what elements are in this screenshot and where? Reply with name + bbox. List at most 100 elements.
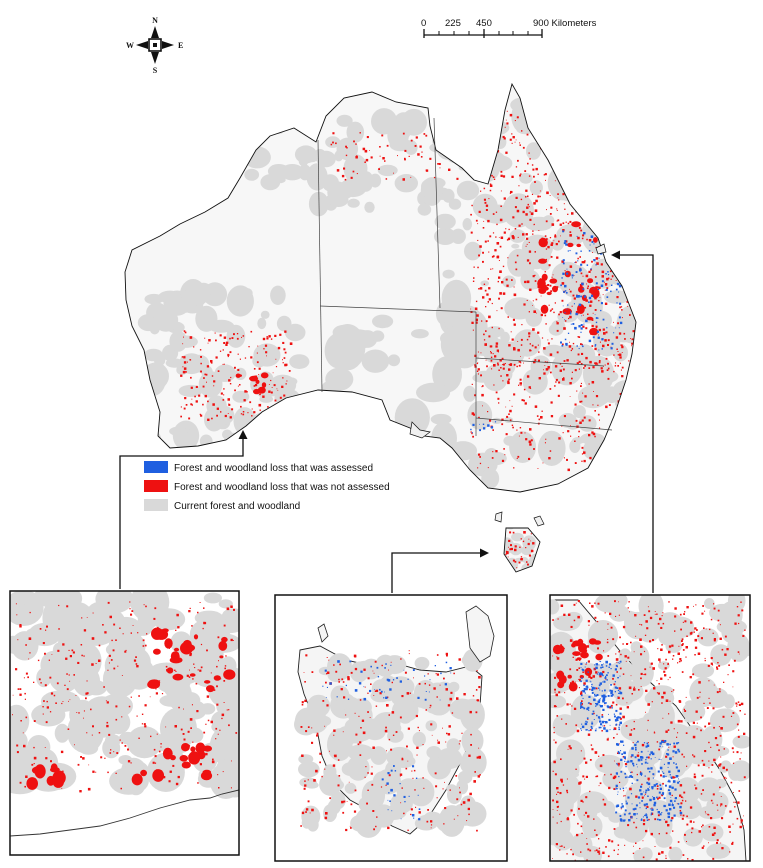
loss-not-assessed-patch: [253, 388, 260, 395]
loss-not-assessed-dot: [717, 809, 719, 811]
inset3-forest-layer: [550, 595, 750, 861]
loss-assessed-dot: [605, 288, 608, 291]
loss-not-assessed-dot: [449, 789, 451, 791]
loss-not-assessed-dot: [160, 746, 162, 748]
forest-patch: [511, 243, 520, 249]
loss-not-assessed-dot: [554, 676, 557, 679]
loss-assessed-dot: [594, 695, 596, 697]
loss-not-assessed-dot: [601, 270, 605, 274]
loss-not-assessed-dot: [183, 763, 186, 765]
loss-not-assessed-dot: [554, 773, 557, 776]
loss-not-assessed-dot: [526, 338, 529, 341]
loss-assessed-dot: [575, 312, 578, 316]
loss-not-assessed-dot: [589, 790, 591, 793]
loss-not-assessed-dot: [229, 337, 231, 340]
loss-not-assessed-dot: [330, 143, 333, 146]
loss-assessed-dot: [593, 259, 596, 262]
loss-not-assessed-dot: [387, 826, 390, 830]
loss-not-assessed-dot: [708, 680, 710, 682]
loss-assessed-dot: [662, 792, 665, 795]
loss-not-assessed-dot: [117, 665, 119, 667]
loss-assessed-dot: [385, 663, 387, 665]
loss-not-assessed-dot: [615, 653, 617, 655]
loss-not-assessed-patch: [540, 304, 549, 314]
loss-not-assessed-dot: [484, 122, 487, 125]
loss-not-assessed-dot: [106, 724, 109, 728]
loss-not-assessed-dot: [495, 450, 498, 453]
loss-not-assessed-dot: [437, 145, 440, 148]
loss-not-assessed-patch: [151, 627, 164, 640]
loss-not-assessed-dot: [401, 757, 404, 760]
loss-assessed-dot: [580, 704, 582, 706]
loss-not-assessed-dot: [228, 379, 231, 382]
loss-not-assessed-dot: [692, 721, 695, 724]
forest-patch: [504, 297, 535, 320]
loss-assessed-dot: [614, 668, 617, 671]
loss-not-assessed-dot: [471, 321, 474, 324]
loss-not-assessed-dot: [29, 652, 31, 654]
loss-not-assessed-dot: [604, 289, 606, 291]
loss-not-assessed-dot: [657, 692, 660, 695]
loss-not-assessed-dot: [436, 797, 438, 799]
loss-assessed-dot: [619, 242, 621, 244]
loss-assessed-dot: [615, 259, 619, 262]
loss-assessed-dot: [611, 342, 614, 345]
loss-not-assessed-dot: [722, 715, 725, 718]
loss-assessed-dot: [637, 758, 641, 762]
loss-not-assessed-dot: [574, 403, 577, 406]
loss-not-assessed-dot: [571, 192, 574, 195]
loss-not-assessed-dot: [45, 721, 48, 724]
loss-not-assessed-dot: [200, 362, 202, 365]
loss-not-assessed-dot: [152, 761, 155, 764]
loss-not-assessed-dot: [584, 395, 587, 398]
loss-assessed-dot: [413, 817, 415, 819]
loss-assessed-dot: [674, 797, 676, 800]
loss-not-assessed-dot: [445, 147, 448, 150]
loss-not-assessed-dot: [516, 457, 518, 459]
loss-assessed-dot: [639, 789, 642, 792]
loss-not-assessed-dot: [556, 286, 559, 288]
loss-not-assessed-dot: [607, 339, 610, 342]
loss-not-assessed-dot: [579, 781, 582, 784]
loss-not-assessed-dot: [530, 533, 532, 535]
loss-not-assessed-dot: [37, 774, 39, 776]
loss-assessed-dot: [616, 744, 618, 746]
loss-assessed-dot: [631, 754, 634, 757]
loss-not-assessed-dot: [349, 825, 351, 827]
loss-not-assessed-dot: [81, 617, 83, 619]
loss-not-assessed-dot: [532, 542, 535, 545]
loss-assessed-dot: [580, 694, 583, 697]
loss-not-assessed-dot: [556, 322, 559, 325]
loss-not-assessed-dot: [513, 467, 515, 469]
loss-not-assessed-dot: [604, 774, 606, 776]
loss-not-assessed-dot: [577, 257, 579, 260]
loss-assessed-dot: [654, 757, 656, 758]
loss-not-assessed-dot: [659, 661, 661, 663]
loss-assessed-dot: [601, 720, 605, 724]
loss-not-assessed-dot: [501, 423, 504, 426]
loss-not-assessed-dot: [325, 681, 327, 684]
loss-assessed-dot: [616, 763, 618, 765]
loss-not-assessed-dot: [430, 824, 433, 826]
forest-patch: [646, 687, 675, 709]
loss-not-assessed-dot: [514, 141, 516, 143]
loss-assessed-dot: [609, 724, 611, 726]
forest-patch: [600, 800, 616, 818]
loss-not-assessed-dot: [479, 774, 481, 776]
loss-not-assessed-dot: [618, 743, 620, 745]
loss-not-assessed-dot: [614, 600, 616, 603]
forest-patch: [426, 746, 442, 759]
loss-not-assessed-dot: [434, 772, 437, 775]
loss-not-assessed-dot: [234, 366, 236, 369]
loss-not-assessed-dot: [513, 238, 515, 240]
loss-assessed-dot: [564, 338, 567, 341]
loss-not-assessed-patch: [580, 651, 589, 659]
loss-not-assessed-dot: [635, 795, 638, 798]
loss-not-assessed-dot: [569, 315, 572, 319]
loss-not-assessed-dot: [127, 748, 129, 751]
loss-not-assessed-dot: [229, 383, 232, 385]
loss-assessed-dot: [657, 811, 660, 814]
loss-not-assessed-dot: [672, 756, 674, 758]
loss-not-assessed-dot: [284, 351, 287, 354]
loss-not-assessed-dot: [131, 610, 134, 612]
